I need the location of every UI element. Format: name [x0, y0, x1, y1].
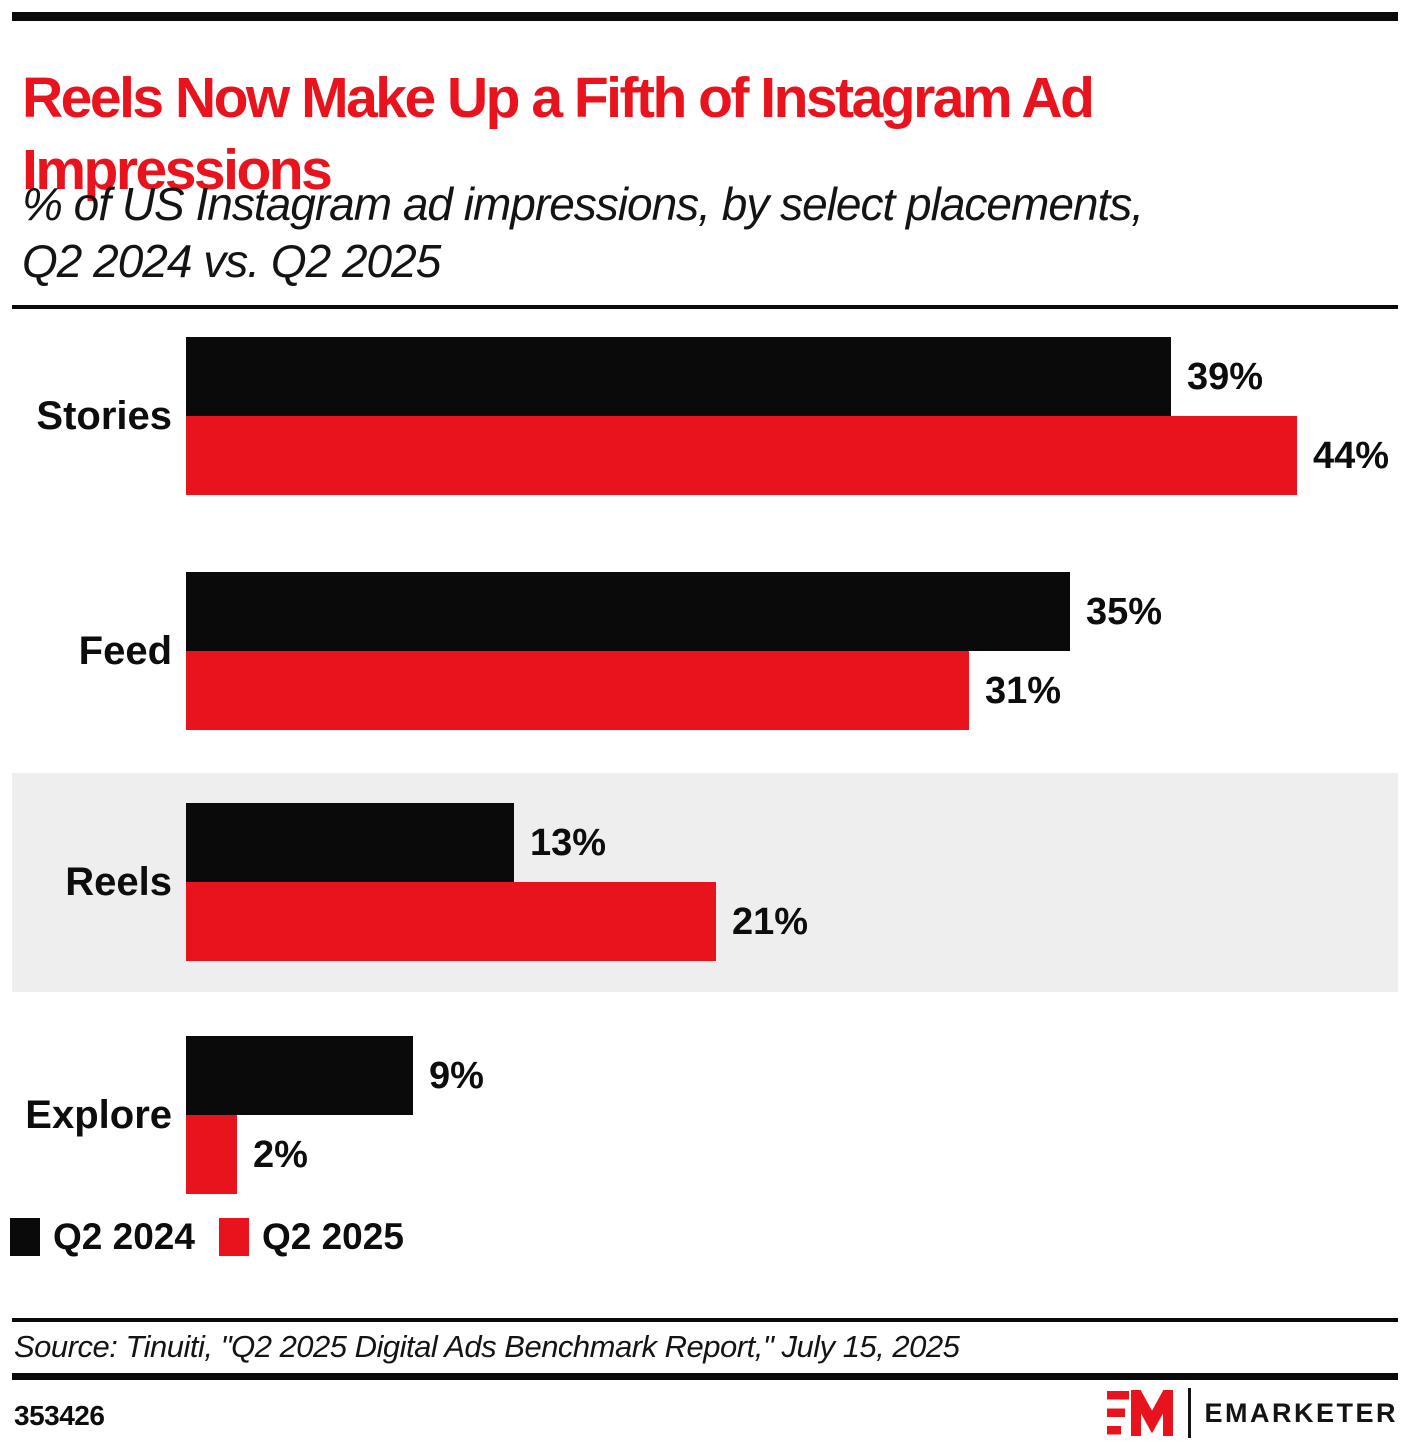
value-label-explore-q2-2025: 2%: [253, 1134, 308, 1176]
legend-item-q2-2024: Q2 2024: [10, 1218, 195, 1256]
chart-title: Reels Now Make Up a Fifth of Instagram A…: [22, 66, 1095, 203]
value-label-reels-q2-2025: 21%: [732, 901, 809, 943]
value-label-stories-q2-2024: 39%: [1187, 356, 1264, 398]
legend-swatch-q2-2025-icon: [218, 1218, 249, 1256]
chart-subtitle: % of US Instagram ad impressions, by sel…: [22, 178, 1144, 287]
value-label-stories-q2-2025: 44%: [1313, 435, 1390, 477]
brand-wordmark: EMARKETER: [1204, 1397, 1398, 1428]
source-top-rule: [12, 1318, 1398, 1322]
emarketer-logo: EMARKETER: [1106, 1387, 1398, 1439]
value-label-reels-q2-2024: 13%: [530, 822, 607, 864]
subtitle-divider-rule: [12, 305, 1398, 309]
value-label-feed-q2-2025: 31%: [985, 670, 1062, 712]
source-bottom-rule: [12, 1373, 1398, 1380]
bar-reels-q2-2024: [186, 803, 514, 882]
legend-swatch-q2-2024-icon: [10, 1218, 40, 1256]
category-label-reels: Reels: [65, 860, 172, 904]
bar-stories-q2-2025: [186, 416, 1297, 495]
legend-label-q2-2025: Q2 2025: [261, 1216, 404, 1257]
legend-label-q2-2024: Q2 2024: [53, 1216, 195, 1257]
bar-explore-q2-2024: [186, 1036, 413, 1115]
legend: Q2 2024 Q2 2025: [10, 1218, 404, 1256]
top-rule: [12, 12, 1398, 21]
category-label-stories: Stories: [36, 394, 172, 438]
bar-explore-q2-2025: [186, 1115, 237, 1194]
category-label-feed: Feed: [78, 629, 172, 673]
bar-feed-q2-2024: [186, 572, 1070, 651]
brand-divider: [1188, 1388, 1192, 1438]
legend-item-q2-2025: Q2 2025: [218, 1216, 404, 1257]
bar-stories-q2-2024: [186, 337, 1171, 416]
value-label-feed-q2-2024: 35%: [1086, 591, 1163, 633]
bar-reels-q2-2025: [186, 882, 716, 961]
chart-id: 353426: [14, 1400, 105, 1431]
value-label-explore-q2-2024: 9%: [429, 1055, 484, 1097]
category-label-explore: Explore: [25, 1093, 172, 1137]
bar-feed-q2-2025: [186, 651, 969, 730]
source-note: Source: Tinuiti, "Q2 2025 Digital Ads Be…: [14, 1329, 960, 1364]
em-monogram-icon: [1107, 1390, 1174, 1436]
